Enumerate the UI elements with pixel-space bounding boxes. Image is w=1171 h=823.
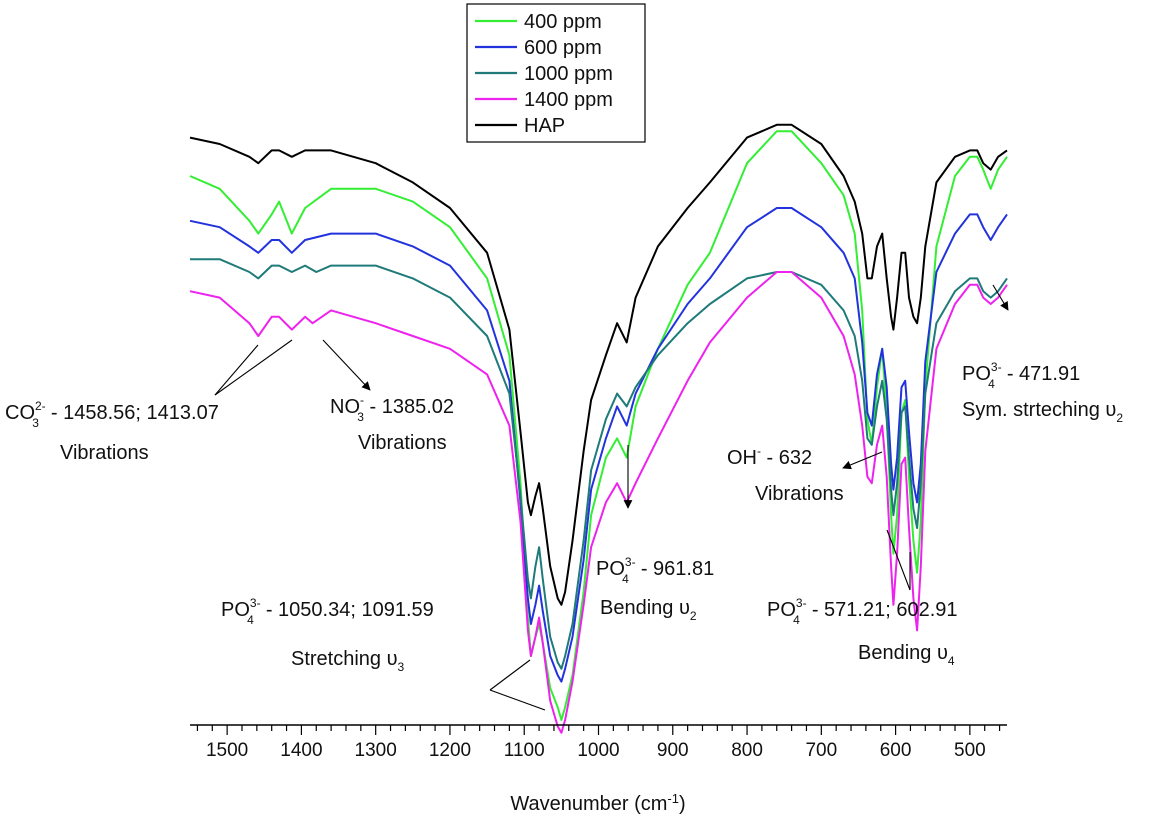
annotation-no3: NO-3 - 1385.02 Vibrations	[330, 393, 454, 454]
annotation-label: PO3-4 - 961.81	[596, 555, 714, 586]
annotation-label: Vibrations	[755, 483, 844, 505]
annotation-leader	[992, 284, 1009, 311]
x-tick-label: 1000	[577, 740, 619, 761]
x-axis-label: Wavenumber (cm-1)	[510, 791, 685, 816]
series-line-600-ppm	[189, 207, 1008, 683]
legend: 400 ppm 600 ppm 1000 ppm 1400 ppm HAP	[466, 3, 646, 143]
x-tick-label: 700	[805, 740, 837, 761]
x-tick-label: 500	[954, 740, 986, 761]
x-tick-label: 900	[657, 740, 689, 761]
x-tick-label: 800	[731, 740, 763, 761]
annotation-oh: OH- - 632 Vibrations	[727, 444, 844, 505]
annotation-label: NO-3 - 1385.02	[330, 393, 454, 424]
x-axis: 1500 1400 1300 1200 1100 1000 900 800 700 600 500	[190, 724, 1007, 761]
annotation-leader	[489, 689, 546, 711]
annotation-label: Stretching υ3	[291, 648, 405, 674]
annotation-leader	[886, 529, 911, 591]
annotation-label: PO3-4 - 1050.34; 1091.59	[221, 596, 434, 627]
legend-label: 1000 ppm	[524, 63, 613, 85]
annotation-po4-sym: PO3-4 - 471.91 Sym. strteching υ2	[962, 360, 1123, 425]
x-axis-label-superscript: -1	[667, 791, 679, 806]
x-tick-label: 600	[880, 740, 912, 761]
annotation-label: Vibrations	[358, 432, 447, 454]
annotation-co3: CO2-3 - 1458.56; 1413.07 Vibrations	[5, 399, 219, 464]
series-line-400-ppm	[189, 130, 1008, 721]
series-line-hap	[189, 123, 1008, 606]
legend-label: HAP	[524, 115, 565, 137]
annotation-label: PO3-4 - 571.21; 602.91	[767, 596, 958, 627]
legend-label: 1400 ppm	[524, 89, 613, 111]
annotation-leader	[214, 339, 293, 396]
series-line-1400-ppm	[189, 271, 1008, 734]
annotation-leader	[489, 659, 531, 691]
annotation-po4-bend2: PO3-4 - 961.81 Bending υ2	[596, 555, 714, 623]
annotation-po4-stretch: PO3-4 - 1050.34; 1091.59 Stretching υ3	[221, 596, 434, 674]
annotation-label: Vibrations	[60, 442, 149, 464]
x-tick-label: 1200	[429, 740, 471, 761]
annotation-label: Bending υ2	[600, 597, 697, 623]
annotation-label: CO2-3 - 1458.56; 1413.07	[5, 399, 219, 430]
annotation-leader	[214, 344, 259, 396]
annotation-label: Bending υ4	[858, 642, 955, 668]
legend-label: 600 ppm	[524, 37, 602, 59]
annotation-label: Sym. strteching υ2	[962, 399, 1123, 425]
series-line-1000-ppm	[190, 258, 1008, 670]
legend-label: 400 ppm	[524, 11, 602, 33]
series-layer	[189, 123, 1008, 734]
annotation-leader	[842, 451, 883, 470]
x-tick-label: 1100	[504, 740, 545, 761]
x-tick-label: 1300	[355, 740, 397, 761]
annotation-label: PO3-4 - 471.91	[962, 360, 1080, 391]
annotation-leader	[322, 339, 371, 391]
annotation-po4-bend4: PO3-4 - 571.21; 602.91 Bending υ4	[767, 596, 958, 668]
x-tick-label: 1500	[206, 740, 248, 761]
x-tick-label: 1400	[280, 740, 322, 761]
annotation-label: OH- - 632	[727, 444, 812, 469]
